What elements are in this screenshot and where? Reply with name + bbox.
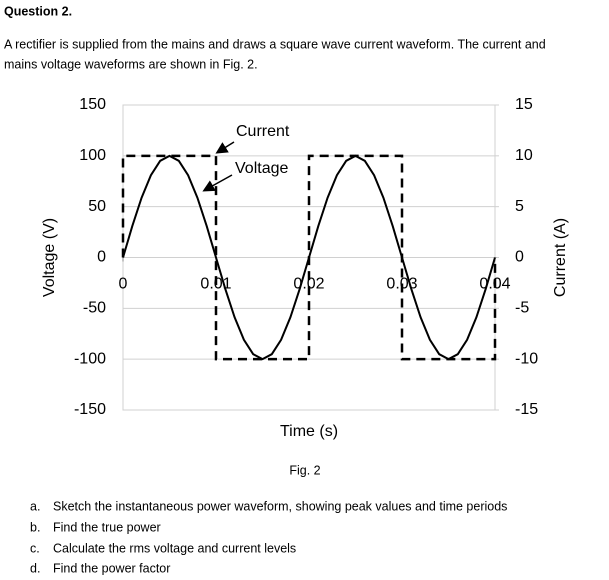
y-tick-label: 150 bbox=[79, 96, 106, 113]
question-letter: a. bbox=[30, 499, 40, 513]
figure-caption: Fig. 2 bbox=[289, 463, 320, 477]
y-tick-label: 100 bbox=[79, 147, 106, 164]
y2-tick-label: -10 bbox=[515, 350, 538, 367]
question-text: Find the power factor bbox=[53, 561, 170, 575]
question-text: Calculate the rms voltage and current le… bbox=[53, 541, 296, 555]
y2-tick-label: -5 bbox=[515, 300, 529, 317]
y2-tick-label: 10 bbox=[515, 147, 533, 164]
question-text: Sketch the instantaneous power waveform,… bbox=[53, 499, 507, 513]
y-tick-label: 50 bbox=[88, 198, 106, 215]
y-tick-label: -100 bbox=[74, 350, 106, 367]
question-text: Find the true power bbox=[53, 520, 161, 534]
series-line bbox=[121, 154, 497, 361]
y-axis-title: Voltage (V) bbox=[41, 218, 58, 297]
y-tick-label: -50 bbox=[83, 300, 106, 317]
y2-tick-label: 15 bbox=[515, 96, 533, 113]
y-tick-label: 0 bbox=[97, 249, 106, 266]
question-letter: b. bbox=[30, 520, 40, 534]
intro-line: A rectifier is supplied from the mains a… bbox=[4, 37, 546, 51]
intro-line: mains voltage waveforms are shown in Fig… bbox=[4, 57, 258, 71]
x-tick-label: 0.02 bbox=[293, 276, 324, 293]
x-axis-title: Time (s) bbox=[280, 423, 338, 440]
annotation-arrow bbox=[215, 141, 235, 154]
question-letter: c. bbox=[30, 541, 40, 555]
y2-tick-label: 5 bbox=[515, 198, 524, 215]
question-letter: d. bbox=[30, 561, 40, 575]
annotation: Voltage bbox=[235, 160, 288, 177]
y-tick-label: -150 bbox=[74, 401, 106, 418]
title: Question 2. bbox=[4, 4, 72, 18]
y2-axis-title: Current (A) bbox=[552, 218, 569, 297]
annotation: Current bbox=[236, 123, 290, 140]
annotation-arrow bbox=[202, 174, 233, 192]
x-tick-label: 0 bbox=[119, 276, 128, 293]
y2-tick-label: -15 bbox=[515, 401, 538, 418]
y2-tick-label: 0 bbox=[515, 249, 524, 266]
